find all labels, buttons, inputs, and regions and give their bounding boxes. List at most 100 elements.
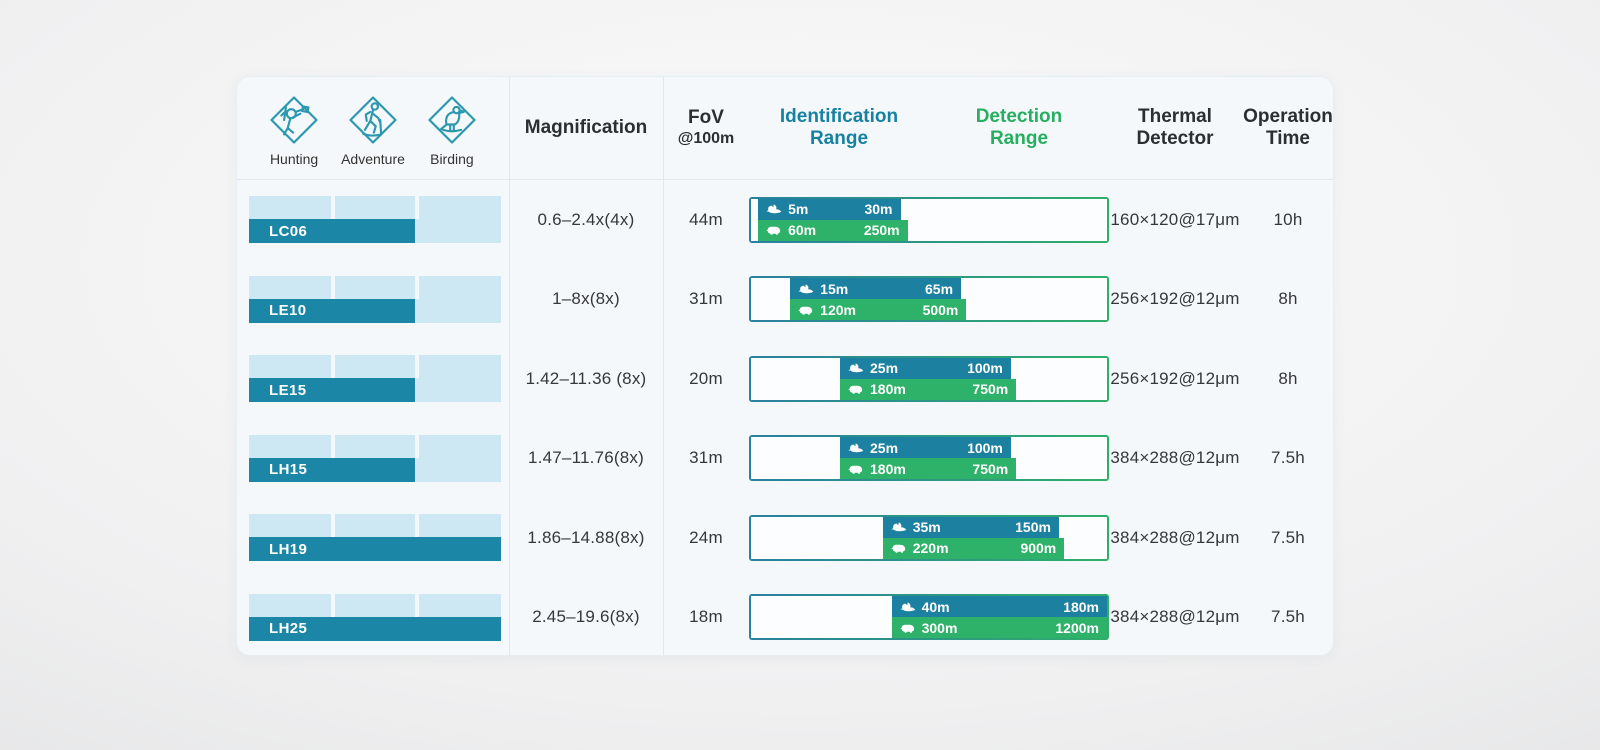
detection-bar: 60m 250m (758, 219, 908, 241)
model-name: LH15 (269, 461, 308, 479)
identification-near: 40m (921, 598, 950, 615)
model-bar: LC06 (249, 219, 415, 244)
table-row: LH19 1.86–14.88(8x) 24m 35m 150m 220m 900m 384×… (237, 498, 1333, 578)
identification-near: 5m (788, 201, 809, 218)
table-row: LC06 0.6–2.4x(4x) 44m 5m 30m 60m 250m 160×120@1… (237, 180, 1333, 260)
detection-near: 180m (870, 460, 906, 477)
thermal-detector-value: 160×120@17μm (1110, 209, 1240, 229)
operation-time-header: Operation Time (1243, 105, 1333, 149)
detection-far: 500m (922, 301, 959, 318)
magnification-value: 0.6–2.4x(4x) (537, 209, 635, 229)
detection-near: 220m (912, 540, 949, 557)
detection-bar: 120m 500m (790, 299, 967, 321)
segment-gap (414, 196, 419, 220)
segment-gap (414, 514, 419, 538)
model-bar: LE10 (249, 298, 415, 323)
identification-range-header: Identification Range (779, 105, 899, 149)
detection-bar: 300m 1200m (891, 617, 1107, 639)
identification-far: 180m (1063, 598, 1099, 615)
identification-bar: 15m 65m (790, 278, 962, 300)
range-track: 25m 100m 180m 750m (751, 437, 1107, 480)
model-cell: LH25 (237, 578, 509, 658)
operation-time-value: 7.5h (1271, 607, 1305, 627)
range-box: 25m 100m 180m 750m (749, 355, 1109, 402)
fov-value: 18m (689, 607, 723, 627)
boar-icon (798, 306, 813, 315)
category-birding: Birding (425, 93, 479, 168)
bird-icon (848, 363, 864, 373)
table-header: Hunting Adventure Birding Magni (237, 77, 1333, 180)
model-cell: LC06 (237, 180, 509, 260)
range-track: 25m 100m 180m 750m (751, 357, 1107, 400)
category-hunting: Hunting (267, 93, 321, 168)
birding-icon (428, 96, 476, 144)
boar-icon (848, 465, 863, 474)
identification-near: 35m (912, 519, 941, 536)
range-track: 40m 180m 300m 1200m (751, 596, 1107, 639)
thermal-detector-value: 384×288@12μm (1110, 607, 1240, 627)
thermal-detector-value: 384×288@12μm (1110, 448, 1240, 468)
identification-far: 100m (967, 439, 1003, 456)
range-track: 35m 150m 220m 900m (751, 516, 1107, 559)
range-box: 25m 100m 180m 750m (749, 435, 1109, 482)
model-cell: LH15 (237, 419, 509, 499)
magnification-value: 1–8x(8x) (552, 289, 620, 309)
magnification-value: 2.45–19.6(8x) (532, 607, 640, 627)
boar-icon (899, 624, 914, 633)
range-cell: 40m 180m 300m 1200m (749, 578, 1109, 658)
segment-gap (330, 355, 335, 379)
detection-near: 60m (788, 222, 817, 239)
detection-near: 300m (921, 619, 958, 636)
table-row: LH15 1.47–11.76(8x) 31m 25m 100m 180m 750m 384×… (237, 419, 1333, 499)
operation-time-value: 8h (1278, 289, 1298, 309)
fov-header-line2: @100m (677, 129, 735, 147)
model-bar: LH15 (249, 457, 415, 482)
bird-icon (899, 602, 915, 611)
identification-bar: 25m 100m (840, 357, 1011, 379)
column-divider (509, 77, 510, 655)
table-rows: LC06 0.6–2.4x(4x) 44m 5m 30m 60m 250m 160×120@1… (237, 180, 1333, 657)
table-row: LH25 2.45–19.6(8x) 18m 40m 180m 300m 1200m 384×… (237, 578, 1333, 658)
detection-bar: 220m 900m (882, 537, 1065, 559)
identification-near: 25m (870, 360, 899, 377)
identification-near: 25m (870, 439, 899, 456)
detection-bar: 180m 750m (840, 378, 1017, 400)
detection-far: 900m (1020, 540, 1057, 557)
magnification-value: 1.86–14.88(8x) (527, 527, 645, 547)
thermal-detector-value: 256×192@12μm (1110, 289, 1240, 309)
model-name: LH25 (269, 620, 308, 638)
identification-bar: 25m 100m (840, 437, 1011, 459)
hunting-icon (270, 96, 318, 144)
range-header: Identification Range Detection Range (749, 77, 1109, 179)
segment-gap (414, 275, 419, 299)
segment-gap (330, 196, 335, 220)
thermal-detector-value: 256×192@12μm (1110, 368, 1240, 388)
fov-header-line1: FoV (688, 107, 724, 129)
magnification-header-label: Magnification (524, 116, 648, 138)
use-case-block: LH19 (249, 514, 501, 562)
range-box: 40m 180m 300m 1200m (749, 594, 1109, 641)
fov-value: 20m (689, 368, 723, 388)
operation-time-value: 8h (1278, 368, 1298, 388)
segment-gap (414, 593, 419, 617)
thermal-detector-header: Thermal Detector (1136, 105, 1214, 149)
range-track: 15m 65m 120m 500m (751, 278, 1107, 321)
use-case-block: LH15 (249, 434, 501, 482)
identification-far: 30m (864, 201, 893, 218)
column-divider (663, 77, 664, 655)
range-cell: 5m 30m 60m 250m (749, 180, 1109, 260)
segment-gap (414, 434, 419, 458)
table-row: LE15 1.42–11.36 (8x) 20m 25m 100m 180m 750m 256… (237, 339, 1333, 419)
detection-far: 750m (972, 460, 1009, 477)
category-label: Hunting (269, 150, 319, 167)
segment-gap (330, 593, 335, 617)
model-name: LH19 (269, 540, 308, 558)
identification-near: 15m (820, 280, 849, 297)
model-name: LC06 (269, 222, 308, 240)
detection-far: 750m (972, 381, 1009, 398)
range-cell: 25m 100m 180m 750m (749, 419, 1109, 499)
range-box: 35m 150m 220m 900m (749, 514, 1109, 561)
identification-bar: 5m 30m (758, 198, 901, 220)
fov-value: 31m (689, 448, 723, 468)
detection-far: 1200m (1055, 619, 1099, 636)
